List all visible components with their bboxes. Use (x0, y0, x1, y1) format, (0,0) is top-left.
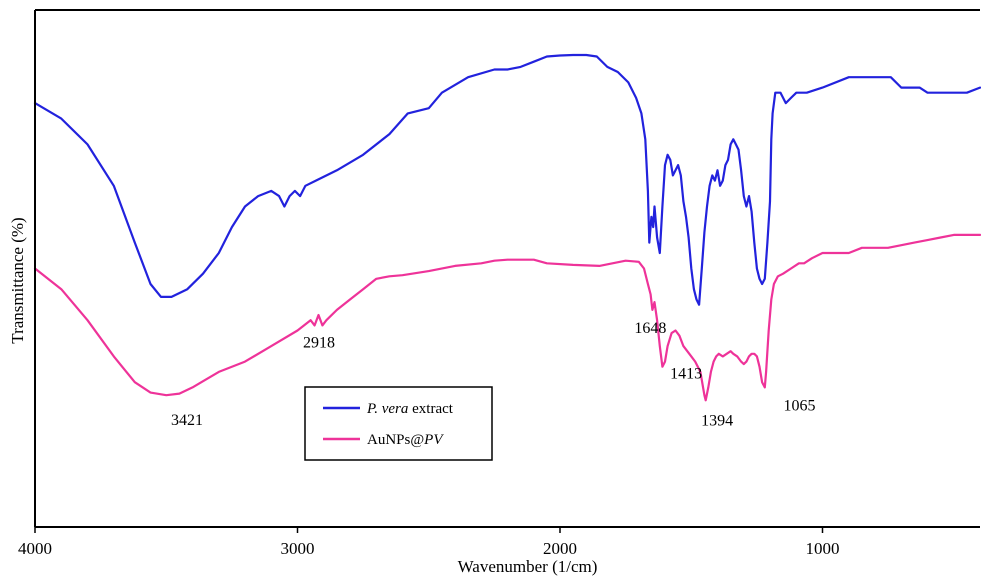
x-axis-ticks: 4000 3000 2000 1000 (18, 527, 840, 558)
x-tick-label-2: 2000 (543, 539, 577, 558)
legend-label-0: P. vera extract (366, 401, 454, 417)
y-axis-label: Transmittance (%) (8, 217, 27, 343)
peak-label-2918: 2918 (303, 334, 335, 351)
x-tick-label-1: 3000 (281, 539, 315, 558)
legend: P. vera extract AuNPs@PV (304, 386, 493, 461)
legend-box (304, 386, 493, 461)
peak-label-3421: 3421 (171, 412, 203, 429)
series-layer (33, 53, 981, 402)
plot-frame (34, 9, 980, 528)
peak-label-1648: 1648 (634, 320, 666, 337)
annotation-layer: 3421 2918 1648 1413 1394 1065 (171, 320, 815, 429)
series-line-0 (33, 53, 981, 306)
x-tick-label-0: 4000 (18, 539, 52, 558)
peak-label-1413: 1413 (670, 366, 702, 383)
x-tick-label-3: 1000 (806, 539, 840, 558)
legend-label-1: AuNPs@PV (367, 432, 444, 448)
peak-label-1065: 1065 (783, 397, 815, 414)
peak-label-1394: 1394 (701, 412, 733, 429)
x-axis-label: Wavenumber (1/cm) (458, 557, 598, 576)
series-line-1 (33, 233, 981, 402)
